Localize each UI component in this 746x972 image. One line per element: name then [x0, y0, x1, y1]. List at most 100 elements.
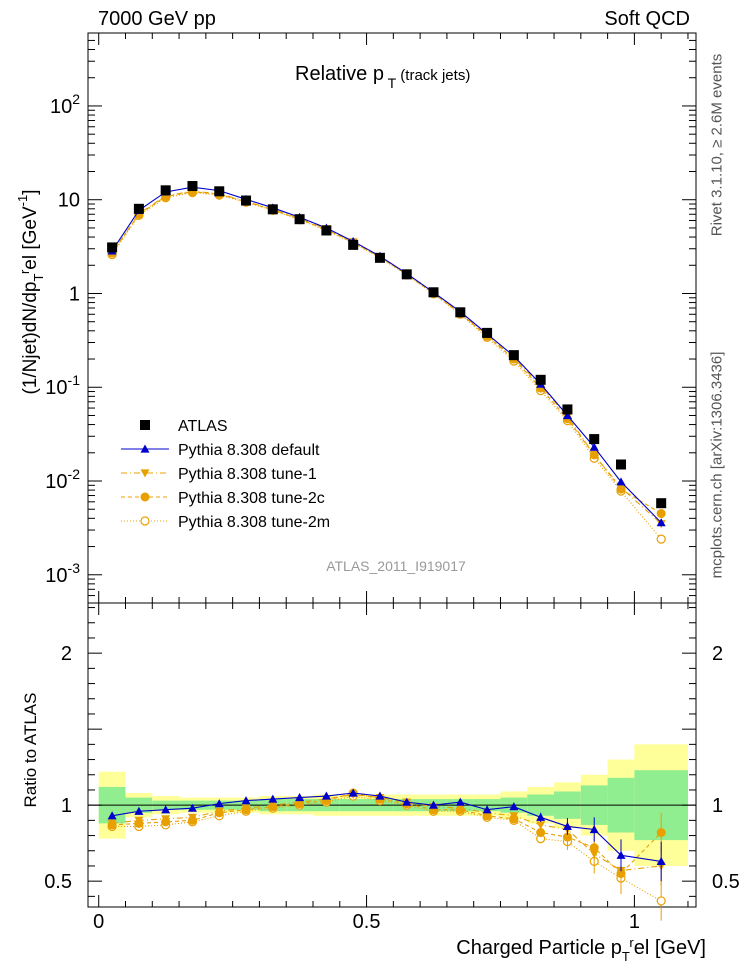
ratio-data-point: [656, 896, 666, 906]
atlas-data-point: [160, 185, 171, 196]
atlas-data-point: [401, 269, 412, 280]
x-axis-label: Charged Particle pTrel [GeV]: [456, 935, 706, 964]
atlas-data-point: [294, 214, 305, 225]
atlas-data-point: [535, 374, 546, 385]
legend-label: Pythia 8.308 tune-2c: [178, 490, 325, 507]
ratio-data-point: [187, 803, 197, 812]
ratio-data-point: [107, 811, 117, 820]
legend-label: Pythia 8.308 tune-1: [178, 466, 317, 483]
series-line: [111, 192, 662, 540]
atlas-data-point: [348, 239, 359, 250]
ratio-data-point: [161, 805, 171, 814]
y-tick-label: 10-2: [45, 466, 80, 493]
analysis-watermark: ATLAS_2011_I919017: [326, 558, 466, 574]
header-process-label: Soft QCD: [604, 8, 690, 30]
series-line: [111, 191, 662, 514]
legend-marker: [140, 469, 150, 478]
data-point: [656, 534, 666, 544]
ratio-data-point: [187, 813, 197, 822]
x-tick-label: 1: [629, 911, 640, 933]
header-beam-label: 7000 GeV pp: [98, 8, 216, 30]
legend-marker: [140, 444, 150, 453]
data-point: [589, 442, 599, 451]
main-y-axis-label: (1/Njet)dN/dpTrel [GeV-1]: [15, 189, 46, 394]
ratio-data-point: [348, 788, 358, 797]
ratio-data-point: [268, 794, 278, 803]
atlas-data-point: [482, 327, 493, 338]
ratio-data-point: [402, 797, 412, 806]
ratio-data-point: [656, 828, 666, 838]
ratio-data-point: [455, 797, 465, 806]
ratio-data-point: [536, 821, 546, 830]
ratio-y-tick-label-right: 1: [712, 795, 723, 817]
ratio-data-point: [321, 791, 331, 800]
ratio-data-point: [268, 801, 278, 810]
ratio-data-point: [482, 805, 492, 814]
ratio-data-point: [375, 791, 385, 800]
chart-title: Relative p T (track jets): [295, 63, 470, 91]
ratio-y-tick-label-right: 0.5: [712, 871, 740, 893]
atlas-data-point: [133, 203, 144, 214]
ratio-data-point: [214, 799, 224, 808]
atlas-data-point: [428, 287, 439, 298]
legend-marker: [140, 492, 150, 502]
data-point: [656, 509, 666, 519]
atlas-data-point: [508, 350, 519, 361]
mcplots-label: mcplots.cern.ch [arXiv:1306.3436]: [708, 351, 726, 579]
ratio-data-point: [455, 804, 465, 813]
atlas-data-point: [562, 404, 573, 415]
y-tick-label: 10-3: [45, 560, 80, 587]
ratio-data-point: [536, 828, 546, 838]
ratio-data-point: [295, 793, 305, 802]
ratio-data-point: [214, 807, 224, 816]
ratio-data-point: [616, 850, 626, 859]
atlas-data-point: [616, 459, 627, 470]
ratio-data-point: [134, 806, 144, 815]
ratio-data-point: [509, 812, 519, 821]
ratio-y-tick-label-right: 2: [712, 643, 723, 665]
ratio-y-tick-label: 0.5: [44, 871, 72, 893]
ratio-data-point: [134, 816, 144, 825]
legend-label: ATLAS: [178, 418, 228, 435]
y-tick-label: 1: [69, 283, 80, 305]
x-tick-label: 0: [93, 911, 104, 933]
ratio-y-tick-label: 1: [61, 795, 72, 817]
data-point: [616, 484, 626, 493]
atlas-data-point: [241, 195, 252, 206]
atlas-data-point: [455, 307, 466, 318]
legend-label: Pythia 8.308 default: [178, 442, 320, 459]
ratio-data-point: [509, 802, 519, 811]
atlas-data-point: [187, 181, 198, 192]
ratio-data-point: [241, 804, 251, 813]
ratio-series-line: [112, 792, 662, 875]
atlas-data-point: [589, 434, 600, 445]
ratio-data-point: [429, 800, 439, 809]
data-point: [656, 518, 666, 527]
ratio-data-point: [241, 796, 251, 805]
ratio-data-point: [536, 812, 546, 821]
ratio-data-point: [589, 824, 599, 834]
rivet-label: Rivet 3.1.10, ≥ 2.6M events: [708, 53, 726, 237]
y-tick-label: 10-1: [45, 372, 80, 399]
ratio-data-point: [161, 815, 171, 824]
y-tick-label: 10: [58, 190, 80, 212]
data-point: [562, 410, 572, 420]
atlas-data-point: [321, 225, 332, 236]
ratio-data-point: [562, 821, 572, 831]
legend-marker: [140, 420, 150, 430]
ratio-series-line: [112, 793, 662, 872]
legend-label: Pythia 8.308 tune-2m: [178, 514, 330, 531]
ratio-plot-frame: [87, 602, 697, 908]
atlas-data-point: [267, 204, 278, 215]
atlas-data-point: [374, 252, 385, 263]
ratio-data-point: [656, 856, 666, 865]
atlas-data-point: [107, 242, 118, 253]
ratio-data-point: [107, 819, 117, 828]
ratio-data-point: [589, 850, 599, 859]
legend-marker: [140, 516, 150, 526]
ratio-y-axis-label: Ratio to ATLAS: [21, 693, 40, 808]
atlas-data-point: [656, 498, 667, 509]
x-tick-label: 0.5: [353, 911, 381, 933]
data-point: [616, 477, 626, 486]
